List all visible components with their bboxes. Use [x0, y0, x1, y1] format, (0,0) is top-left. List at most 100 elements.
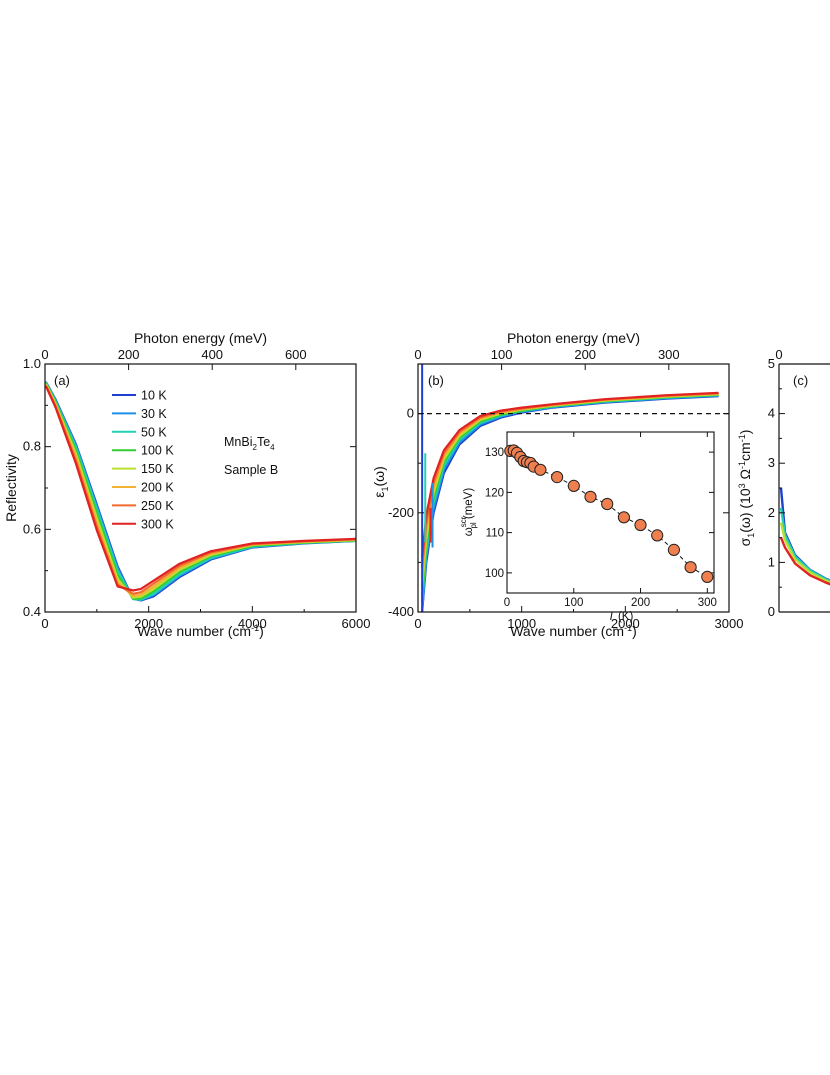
inset-x-tick-label: 200: [631, 597, 650, 609]
y-title-c-end: ): [737, 430, 753, 435]
legend-label-a: 10 K: [141, 389, 167, 403]
x-tick-label-b: 3000: [715, 616, 744, 631]
series-line-a-30K: [45, 381, 356, 602]
inset-x-tick-label: 300: [698, 597, 717, 609]
legend-label-a: 200 K: [141, 481, 174, 495]
inset-y-tick-label: 120: [485, 487, 504, 499]
x-tick-label-b: 0: [414, 616, 421, 631]
y-title-c-tail: Ω: [737, 469, 753, 483]
y-tick-label-c: 5: [768, 356, 775, 371]
y-axis-title-sub-b: 1: [380, 487, 390, 492]
y-tick-label-c: 4: [768, 406, 775, 421]
inset-y-tick-label: 110: [486, 528, 504, 540]
inset-data-point: [584, 490, 597, 503]
x2-tick-label-b: 0: [414, 347, 421, 362]
inset-x-title-unit: (K): [615, 611, 634, 623]
series-line-c-150K: [779, 522, 830, 584]
x2-tick-label-a: 600: [285, 347, 307, 362]
x-tick-label-a: 4000: [238, 616, 267, 631]
series-group-c: [779, 487, 830, 586]
y-title-c-sup3: -1: [737, 434, 747, 442]
inset-data-point: [651, 529, 664, 542]
y-tick-label-a: 0.4: [23, 604, 41, 619]
x-axis-title-end-b: ): [632, 623, 637, 639]
inset-y-tick-label: 100: [485, 568, 504, 580]
y-tick-label-c: 3: [768, 455, 775, 470]
x-tick-label-a: 0: [41, 616, 48, 631]
panel-a: 0 2000 4000 6000 0 200 400 600 0.4 0.6 0.8 1.0 Wave …: [3, 330, 370, 639]
inset-frame: [506, 431, 715, 594]
x-tick-label-b: 1000: [507, 616, 536, 631]
y-title-c-mid: (ω) (10: [737, 488, 753, 533]
panel-label-c: (c): [793, 373, 808, 388]
x-axis-title-end-a: ): [259, 623, 264, 639]
inset-data-point: [617, 511, 631, 524]
legend-label-a: 300 K: [141, 517, 174, 531]
inset-data-point: [667, 543, 681, 557]
x-axis-title-b: Wave number (cm-1): [510, 623, 637, 639]
x2-tick-label-b: 200: [574, 347, 596, 362]
inset-y-title-unit: (meV): [463, 488, 475, 523]
x2-axis-title-b: Photon energy (meV): [507, 330, 640, 346]
panel-label-a: (a): [54, 373, 70, 388]
inset-x-tick-label: 0: [504, 597, 510, 609]
legend-label-a: 150 K: [141, 462, 174, 476]
legend-label-a: 50 K: [141, 425, 167, 439]
y-tick-label-c: 0: [768, 604, 775, 619]
inset-data-point: [551, 471, 564, 484]
inset-x-tick-label: 100: [564, 597, 583, 609]
material-label: MnBi2Te4: [224, 435, 275, 452]
y-axis-title-b: ε1(ω): [371, 466, 390, 498]
legend-label-a: 30 K: [141, 407, 167, 421]
x2-tick-label-c: 0: [775, 347, 782, 362]
x-tick-label-a: 6000: [342, 616, 371, 631]
y-axis-title-c: σ1(ω) (103 Ω-1cm-1): [737, 430, 756, 547]
y-tick-label-c: 2: [768, 505, 775, 520]
sample-label: Sample B: [224, 463, 278, 477]
y-axis-title-end-b: (ω): [371, 466, 387, 486]
series-group-a: [45, 381, 356, 602]
y-title-c-cm: cm: [737, 442, 753, 461]
x2-tick-label-a: 0: [41, 347, 48, 362]
y-title-c-sub: 1: [746, 533, 756, 538]
inset-y-tick-label: 130: [485, 447, 504, 459]
inset-data-point: [701, 570, 714, 584]
x-axis-title-sup-b: -1: [624, 623, 632, 633]
y-title-c-sup1: 3: [737, 483, 747, 488]
series-line-c-300K: [779, 537, 830, 586]
material-label-te: Te: [257, 435, 270, 449]
x-axis-title-sup-a: -1: [251, 623, 259, 633]
legend-label-a: 250 K: [141, 499, 174, 513]
panel-label-b: (b): [428, 373, 444, 388]
x2-tick-label-a: 400: [201, 347, 223, 362]
y-tick-label-a: 0.8: [23, 439, 41, 454]
legend-label-a: 100 K: [141, 444, 174, 458]
inset-y-title: ωscrpl (meV): [459, 488, 478, 537]
series-line-c-50K: [779, 507, 830, 583]
y-tick-label-b: 0: [407, 406, 414, 421]
inset-data-point: [534, 463, 547, 476]
y-tick-label-a: 0.6: [23, 521, 41, 536]
y-tick-label-b: -400: [388, 604, 414, 619]
inset-y-title-sub: pl: [469, 522, 478, 528]
x2-tick-label-a: 200: [118, 347, 140, 362]
inset-data-point: [684, 561, 697, 574]
y-title-c-sup2: -1: [737, 461, 747, 469]
inset-data-point: [634, 518, 647, 532]
x2-tick-label-b: 300: [658, 347, 680, 362]
series-line-c-10K: [779, 487, 830, 582]
y-tick-label-a: 1.0: [23, 356, 41, 371]
x-axis-title-a: Wave number (cm-1): [137, 623, 264, 639]
inset: 0 100 200 300 100 110 120 130 T (K) ωscrpl (meV): [459, 431, 717, 623]
x2-tick-label-b: 100: [491, 347, 513, 362]
inset-data-point: [567, 479, 580, 492]
y-tick-label-c: 1: [768, 554, 775, 569]
x-tick-label-a: 2000: [134, 616, 163, 631]
inset-data-point: [601, 497, 614, 511]
y-axis-title-a: Reflectivity: [3, 454, 19, 522]
x2-axis-title-a: Photon energy (meV): [134, 330, 267, 346]
material-label-sub: 4: [270, 443, 275, 452]
y-tick-label-b: -200: [388, 505, 414, 520]
